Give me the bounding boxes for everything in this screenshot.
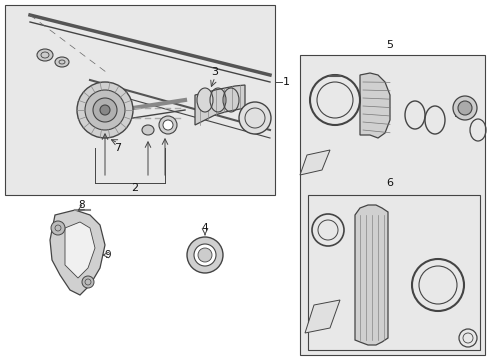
Ellipse shape <box>37 49 53 61</box>
Polygon shape <box>50 210 105 295</box>
Bar <box>455 100 473 116</box>
Circle shape <box>159 116 177 134</box>
Bar <box>5 5 275 195</box>
Ellipse shape <box>55 57 69 67</box>
Circle shape <box>239 102 271 134</box>
Circle shape <box>82 276 94 288</box>
Polygon shape <box>65 222 95 278</box>
Polygon shape <box>300 150 330 175</box>
Ellipse shape <box>197 88 213 112</box>
Bar <box>300 55 485 355</box>
Circle shape <box>51 221 65 235</box>
Circle shape <box>85 90 125 130</box>
Text: 7: 7 <box>115 143 122 153</box>
Text: 1: 1 <box>283 77 290 87</box>
Polygon shape <box>360 73 390 138</box>
Text: 4: 4 <box>202 223 208 233</box>
Circle shape <box>93 98 117 122</box>
Circle shape <box>163 120 173 130</box>
Text: 2: 2 <box>131 183 139 193</box>
Circle shape <box>198 248 212 262</box>
Text: 8: 8 <box>79 200 85 210</box>
Circle shape <box>453 96 477 120</box>
Circle shape <box>194 244 216 266</box>
Polygon shape <box>355 205 388 345</box>
Text: 5: 5 <box>387 40 393 50</box>
Text: 3: 3 <box>212 67 219 77</box>
Polygon shape <box>305 300 340 333</box>
Circle shape <box>77 82 133 138</box>
Circle shape <box>187 237 223 273</box>
Circle shape <box>100 105 110 115</box>
Circle shape <box>458 101 472 115</box>
Text: 6: 6 <box>387 178 393 188</box>
Bar <box>308 195 480 350</box>
Text: 9: 9 <box>105 250 111 260</box>
Ellipse shape <box>142 125 154 135</box>
Polygon shape <box>195 85 245 125</box>
